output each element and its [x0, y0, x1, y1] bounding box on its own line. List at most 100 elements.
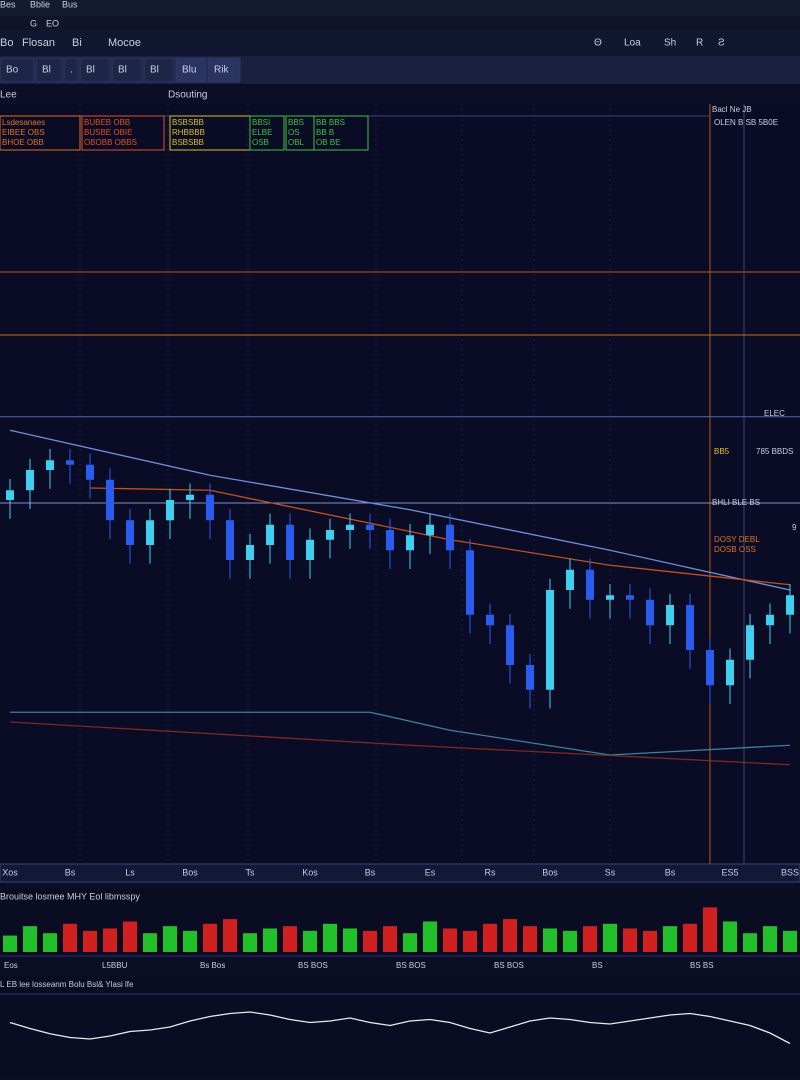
nav-item[interactable]: Bi — [72, 37, 82, 49]
volume-bar — [463, 930, 477, 952]
x-tick-label: Bs Bos — [200, 961, 225, 970]
nav-item[interactable]: Flosan — [22, 37, 55, 49]
toolbar-label[interactable]: Bl — [118, 65, 127, 76]
x-tick-label: BS BS — [690, 961, 714, 970]
info-text: OBL — [288, 138, 305, 147]
candle-body — [346, 524, 354, 530]
toolbar-label[interactable]: Bo — [6, 65, 19, 76]
x-tick-label: Es — [425, 867, 436, 877]
info-box — [81, 115, 165, 151]
nav-icon[interactable]: Loa — [624, 38, 641, 49]
candle-body — [266, 524, 274, 545]
volume-bar — [303, 930, 317, 952]
toolbar-label[interactable]: Rik — [214, 65, 229, 76]
price-label: 785 BBDS — [756, 447, 793, 456]
volume-bar — [523, 926, 537, 952]
volume-bar — [623, 928, 637, 952]
info-text: BBS — [288, 118, 304, 127]
nav-item[interactable]: Bo — [0, 37, 13, 49]
volume-bar — [683, 923, 697, 952]
toolbar-label[interactable]: . — [70, 65, 73, 76]
nav-item[interactable]: Mocoe — [108, 37, 141, 49]
chart-header: Lee — [0, 90, 17, 101]
nav-icon[interactable]: R — [696, 38, 703, 49]
toolbar-button[interactable] — [207, 57, 241, 83]
nav-icon[interactable]: Ƨ — [718, 38, 725, 49]
candle-body — [86, 464, 94, 480]
candle-body — [566, 569, 574, 590]
nav-icon[interactable]: Sh — [664, 38, 676, 49]
volume-bar — [203, 923, 217, 952]
x-tick-label: Rs — [485, 867, 496, 877]
candle-body — [126, 520, 134, 545]
volume-bar — [283, 926, 297, 952]
volume-bar — [563, 930, 577, 952]
info-text: BUSBE OBIE — [84, 128, 132, 137]
nav-icon[interactable]: Θ — [594, 38, 602, 49]
candle-body — [486, 614, 494, 626]
x-tick-label: Bos — [542, 867, 558, 877]
info-text: RHBBBB — [172, 128, 205, 137]
panel-title: Brouitse losmee MHY Eol libmsspy — [0, 891, 140, 901]
menu-item[interactable]: Bes — [0, 0, 16, 9]
candle-body — [286, 524, 294, 560]
x-tick-label: Ls — [125, 867, 135, 877]
x-tick-label: BS BOS — [494, 961, 524, 970]
x-tick-label: BSS — [781, 867, 799, 877]
x-tick-label: L5BBU — [102, 961, 128, 970]
nav-bar — [0, 30, 800, 56]
info-text: BB BBS — [316, 118, 345, 127]
toolbar-button[interactable] — [79, 57, 111, 83]
toolbar-button[interactable] — [175, 57, 207, 83]
toolbar-label[interactable]: Bl — [150, 65, 159, 76]
candle-body — [406, 535, 414, 551]
candle-body — [186, 494, 194, 500]
candle-body — [146, 520, 154, 545]
menu-item[interactable]: EO — [46, 18, 59, 28]
x-tick-label: Bs — [65, 867, 76, 877]
candle-body — [366, 524, 374, 530]
toolbar-button[interactable] — [0, 57, 35, 83]
title-bar — [0, 0, 800, 16]
menu-item[interactable]: G — [30, 18, 37, 28]
menu-item[interactable]: Bblie — [30, 0, 50, 9]
toolbar-button[interactable] — [35, 57, 63, 83]
info-text: BSBSBB — [172, 118, 204, 127]
oscillator-line — [9, 1011, 791, 1045]
candle-body — [706, 650, 714, 686]
info-text: OS — [288, 128, 300, 137]
info-text: BUBEB OBB — [84, 118, 130, 127]
x-tick-label: BS BOS — [396, 961, 426, 970]
info-text: OB BE — [316, 138, 340, 147]
candle-body — [106, 479, 114, 521]
candle-body — [766, 614, 774, 626]
info-text: BBSI — [252, 118, 270, 127]
toolbar-button[interactable] — [143, 57, 175, 83]
toolbar-button[interactable] — [63, 57, 79, 83]
x-tick-label: Ts — [246, 867, 256, 877]
info-text: OSB — [252, 138, 269, 147]
volume-bar — [583, 926, 597, 952]
volume-bar — [143, 933, 157, 952]
candle-body — [306, 539, 314, 560]
candle-body — [646, 599, 654, 626]
toolbar-label[interactable]: Bl — [42, 65, 51, 76]
volume-bar — [3, 935, 17, 952]
chart-area — [0, 104, 800, 864]
toolbar-label[interactable]: Bl — [86, 65, 95, 76]
candle-body — [66, 460, 74, 465]
toolbar-label[interactable]: Blu — [182, 65, 196, 76]
volume-bar — [63, 923, 77, 952]
volume-bar — [443, 928, 457, 952]
volume-bar — [163, 926, 177, 952]
candle-body — [46, 460, 54, 470]
menu-item[interactable]: Bus — [62, 0, 78, 9]
volume-bar — [483, 923, 497, 952]
time-axis — [0, 863, 800, 883]
toolbar-button[interactable] — [111, 57, 143, 83]
volume-bar — [263, 928, 277, 952]
info-text: BSBSBB — [172, 138, 204, 147]
candle-body — [786, 595, 794, 615]
overlay-line — [9, 721, 791, 766]
